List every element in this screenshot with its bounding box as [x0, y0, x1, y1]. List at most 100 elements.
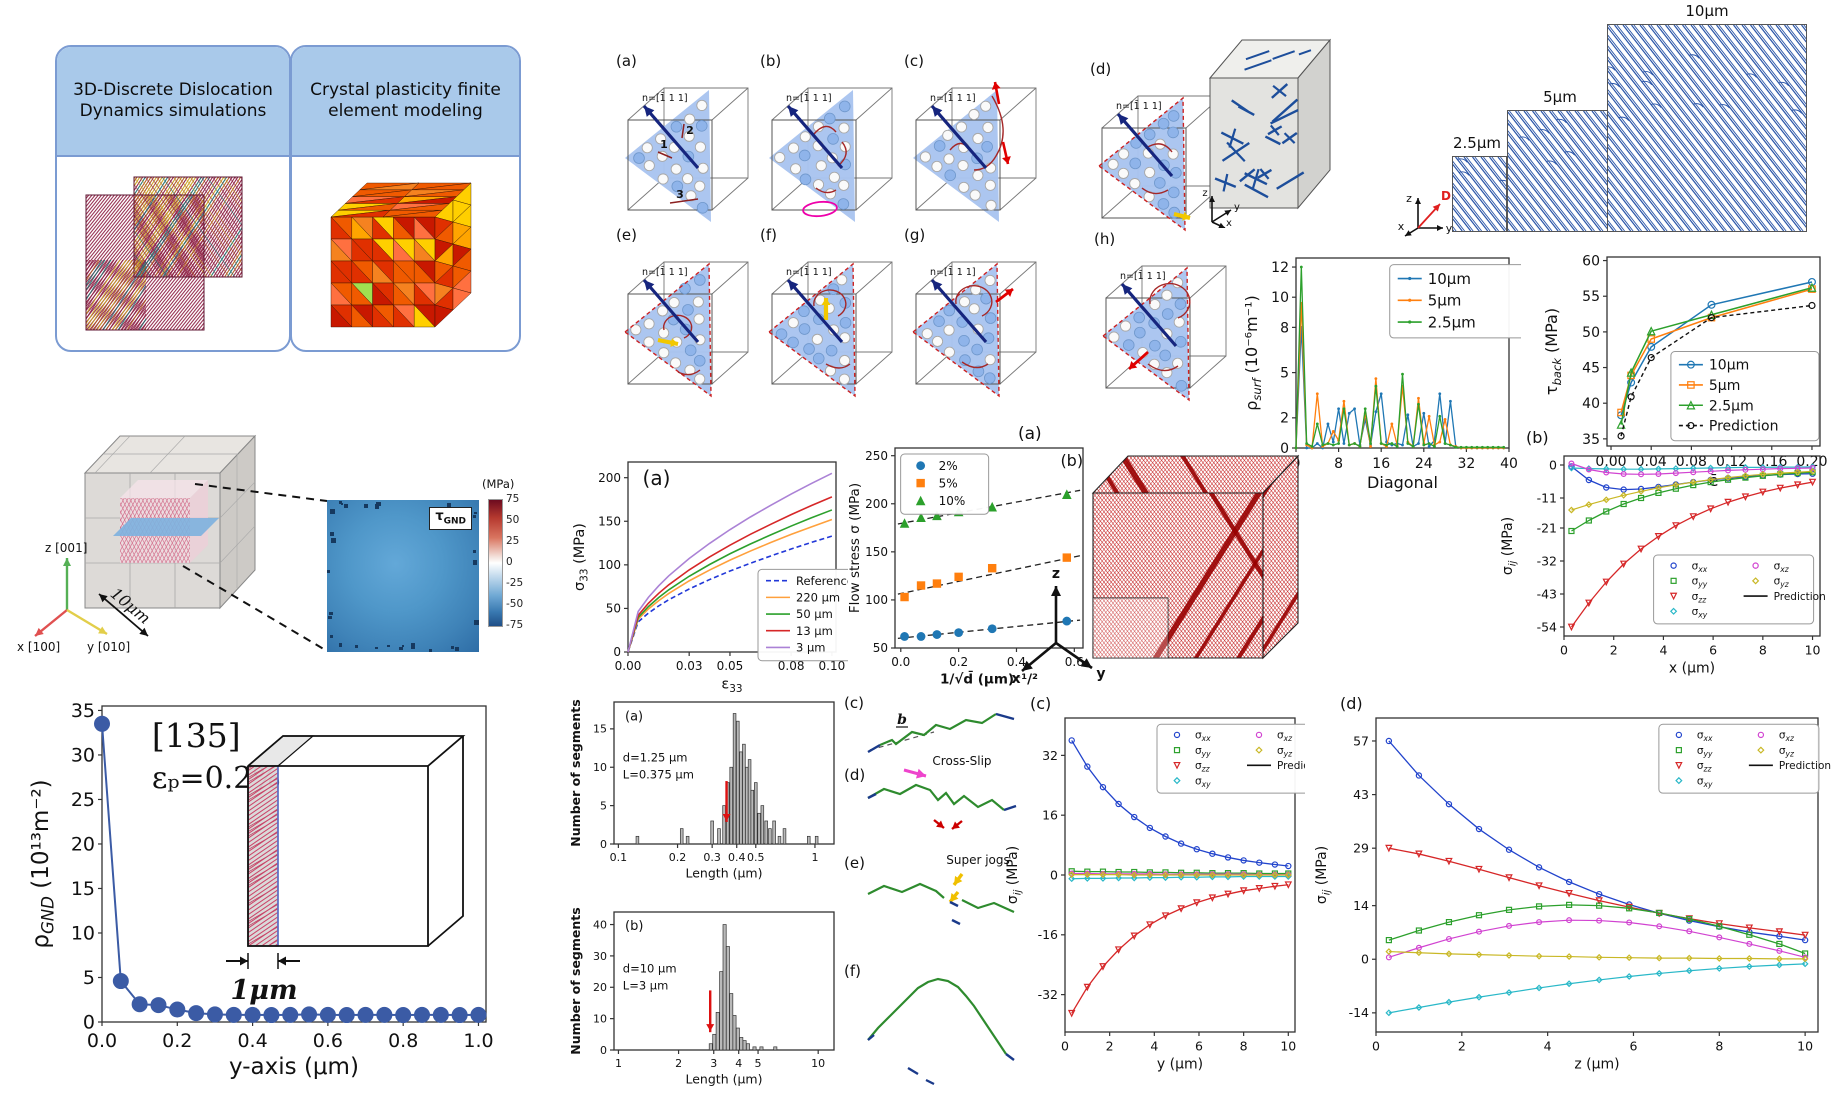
svg-text:0.5: 0.5: [747, 851, 765, 864]
svg-text:3: 3: [676, 188, 684, 201]
svg-text:σxx: σxx: [1697, 730, 1713, 744]
svg-text:Flow stress σ (MPa): Flow stress σ (MPa): [847, 483, 863, 613]
svg-text:35: 35: [1582, 432, 1600, 448]
svg-text:30: 30: [593, 950, 607, 963]
svg-text:24: 24: [1415, 456, 1433, 472]
svg-text:20: 20: [71, 834, 95, 856]
svg-text:2: 2: [686, 124, 694, 137]
svg-text:Prediction: Prediction: [1709, 419, 1779, 435]
svg-text:10: 10: [1805, 643, 1821, 658]
svg-text:10%: 10%: [939, 494, 966, 508]
map-edge-speck: [328, 615, 332, 620]
tri-panel-b: (b) n=[1̄ 1 1]: [756, 52, 906, 226]
svg-text:Prediction: Prediction: [1779, 760, 1831, 772]
svg-text:0.05: 0.05: [717, 659, 744, 673]
svg-text:13 μm: 13 μm: [796, 624, 833, 638]
svg-text:σij (MPa): σij (MPa): [1500, 517, 1518, 575]
svg-text:σij (MPa): σij (MPa): [1314, 846, 1332, 904]
svg-text:(a): (a): [625, 709, 643, 724]
svg-text:y: y: [1096, 666, 1105, 682]
map-edge-speck: [327, 570, 330, 574]
gnd-inspection-cube: z [001]x [100] y [010]10μm: [17, 434, 328, 654]
colorbar-tick: -75: [506, 619, 524, 631]
svg-text:3 μm: 3 μm: [796, 641, 826, 655]
tri-panel-letter: (a): [616, 52, 637, 70]
svg-text:5: 5: [83, 967, 95, 989]
map-edge-speck: [343, 503, 348, 509]
initial-structure-cube: z yx: [1202, 38, 1332, 228]
svg-text:x [100]: x [100]: [17, 640, 60, 654]
svg-text:1: 1: [615, 1057, 622, 1070]
tri-panel-letter: (g): [904, 226, 926, 244]
chart-gnd-density: 0.0 0.2 0.4 0.6 0.8 1.0 0 5 10 15 20 25 30 35 y-axis (…: [28, 686, 498, 1104]
map-edge-speck: [330, 508, 336, 514]
svg-text:0.03: 0.03: [676, 659, 703, 673]
tau-gnd-map-label: τGND: [429, 507, 472, 530]
svg-text:-32: -32: [1537, 553, 1557, 568]
svg-text:0.8: 0.8: [388, 1030, 418, 1052]
svg-text:y: y: [1446, 222, 1453, 235]
svg-text:0.2: 0.2: [162, 1030, 192, 1052]
svg-text:n=[1̄ 1 1]: n=[1̄ 1 1]: [642, 266, 688, 278]
svg-text:5μm: 5μm: [1428, 292, 1462, 310]
svg-text:Length (μm): Length (μm): [686, 1072, 763, 1087]
colorbar-tick: 0: [506, 556, 513, 568]
svg-text:σyy: σyy: [1692, 576, 1708, 590]
svg-text:0.2: 0.2: [669, 851, 687, 864]
tau-gnd-map: τGND: [327, 500, 480, 652]
chart-segment-histogram-a: 0.1 0.2 0.3 0.4 0.5 1 0 5 10 15 Length (μm) Number …: [566, 690, 844, 898]
map-edge-speck: [411, 643, 416, 648]
ddd-cube-image: [85, 176, 243, 330]
svg-text:12: 12: [1271, 260, 1289, 276]
map-edge-speck: [329, 531, 335, 537]
tri-panel-d: (d) n=[1̄ 1 1]: [1086, 60, 1236, 234]
tri-panel-letter: (f): [760, 226, 777, 244]
svg-text:σyy: σyy: [1697, 745, 1713, 759]
svg-text:2: 2: [1610, 643, 1618, 658]
tri-panel-c: (c) n=[1̄ 1 1]: [900, 52, 1050, 226]
svg-text:σxz: σxz: [1277, 730, 1293, 744]
svg-text:Cross-Slip: Cross-Slip: [932, 754, 991, 768]
svg-text:10: 10: [1280, 1039, 1296, 1054]
svg-text:2: 2: [1458, 1039, 1466, 1054]
chart-stress-strain: 0.00 0.03 0.05 0.08 0.10 0 50 100 150 200 ε33 σ33 (…: [570, 448, 877, 714]
svg-text:Prediction: Prediction: [1277, 760, 1305, 772]
svg-text:z [001]: z [001]: [45, 541, 87, 555]
colorbar-tick: 25: [506, 535, 520, 547]
map-edge-speck: [455, 646, 460, 651]
svg-text:Super jogs: Super jogs: [946, 853, 1010, 867]
svg-text:z: z: [1052, 566, 1060, 582]
svg-text:5%: 5%: [939, 476, 958, 490]
svg-text:x: x: [1226, 218, 1232, 228]
flow-box-ddd-title: 3D-Discrete Dislocation Dynamics simulat…: [57, 47, 289, 157]
svg-text:y [010]: y [010]: [87, 640, 130, 654]
svg-text:0.10: 0.10: [819, 659, 846, 673]
svg-text:-11: -11: [1537, 490, 1557, 505]
sketch-label-f: (f): [844, 962, 861, 980]
slip-traces-5: [1508, 111, 1607, 231]
map-edge-speck: [472, 559, 478, 565]
colorbar-tick: -50: [506, 598, 524, 610]
svg-text:ε33: ε33: [721, 677, 742, 695]
svg-text:250: 250: [865, 449, 888, 463]
svg-text:57: 57: [1353, 733, 1369, 748]
svg-text:200: 200: [598, 471, 621, 485]
svg-text:(b): (b): [625, 919, 643, 934]
svg-text:50: 50: [606, 602, 621, 616]
svg-text:5: 5: [600, 799, 607, 812]
svg-text:0.3: 0.3: [703, 851, 721, 864]
svg-text:2%: 2%: [939, 459, 958, 473]
map-edge-speck: [339, 501, 342, 504]
svg-text:10: 10: [593, 1012, 607, 1025]
svg-text:σyz: σyz: [1779, 745, 1795, 759]
flow-box-cpfem: Crystal plasticity finite element modeli…: [290, 45, 521, 352]
svg-text:32: 32: [1457, 456, 1475, 472]
svg-text:b: b: [897, 712, 907, 728]
svg-text:σxx: σxx: [1692, 560, 1708, 574]
sketch-label-d: (d): [844, 766, 866, 784]
map-edge-speck: [474, 511, 477, 515]
svg-text:-14: -14: [1349, 1005, 1369, 1020]
svg-text:6: 6: [1195, 1039, 1203, 1054]
svg-text:1: 1: [660, 138, 668, 151]
svg-text:-43: -43: [1537, 586, 1557, 601]
